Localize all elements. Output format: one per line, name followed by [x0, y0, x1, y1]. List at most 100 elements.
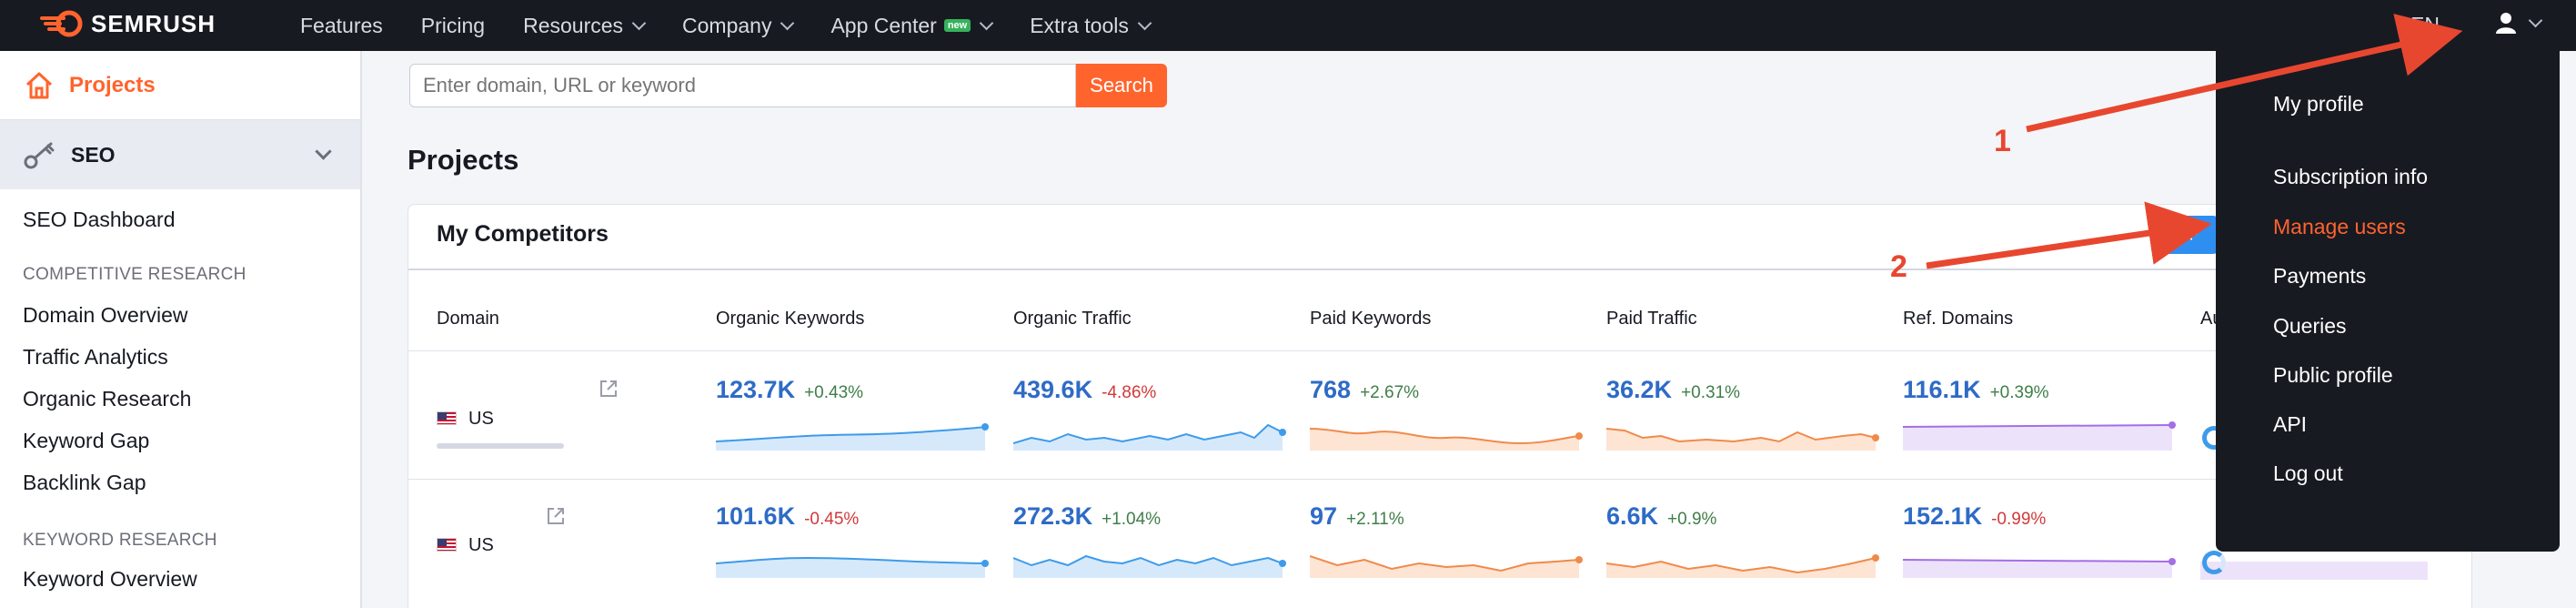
metric-delta: +0.9% [1667, 510, 1717, 529]
annotation-arrow-2 [1926, 201, 2212, 269]
user-dropdown-menu: My profile Subscription info Manage user… [2216, 51, 2560, 552]
menu-item-api[interactable]: API [2273, 412, 2308, 436]
menu-item-payments[interactable]: Payments [2273, 264, 2367, 288]
column-header-organic-keywords[interactable]: Organic Keywords [716, 309, 865, 329]
new-badge: new [943, 19, 971, 32]
sidebar-item-seo-dashboard[interactable]: SEO Dashboard [23, 208, 176, 231]
search-input[interactable] [409, 64, 1076, 107]
nav-company-label: Company [682, 13, 772, 37]
nav-extra-tools-label: Extra tools [1030, 13, 1129, 37]
country-label: US [468, 409, 494, 429]
sidebar-item-domain-overview[interactable]: Domain Overview [23, 303, 188, 327]
menu-item-my-profile[interactable]: My profile [2273, 92, 2364, 116]
sidebar: Projects SEO SEO Dashboard COMPETITIVE R… [0, 51, 362, 608]
paid-traffic-metric[interactable]: 6.6K +0.9% [1606, 502, 1716, 531]
seo-key-icon [24, 142, 55, 169]
menu-item-subscription-info[interactable]: Subscription info [2273, 165, 2429, 188]
nav-pricing-label: Pricing [420, 13, 486, 37]
metric-value: 439.6K [1013, 376, 1093, 403]
sidebar-item-organic-research[interactable]: Organic Research [23, 387, 192, 410]
ref-domains-sparkline [1903, 421, 2176, 451]
sidebar-seo-label: SEO [71, 142, 116, 167]
paid-keywords-metric[interactable]: 97 +2.11% [1310, 502, 1404, 531]
ref-domains-metric[interactable]: 152.1K -0.99% [1903, 502, 2046, 531]
nav-features[interactable]: Features [300, 14, 383, 38]
organic-traffic-metric[interactable]: 439.6K -4.86% [1013, 376, 1156, 404]
metric-delta: +0.31% [1681, 383, 1741, 402]
paid-traffic-metric[interactable]: 36.2K +0.31% [1606, 376, 1740, 404]
organic-traffic-metric[interactable]: 272.3K +1.04% [1013, 502, 1161, 531]
sidebar-item-traffic-analytics[interactable]: Traffic Analytics [23, 345, 168, 369]
sidebar-item-keyword-gap[interactable]: Keyword Gap [23, 429, 150, 452]
metric-delta: +0.43% [804, 383, 864, 402]
ref-domains-metric[interactable]: 116.1K +0.39% [1903, 376, 2049, 404]
metric-value: 116.1K [1903, 376, 1981, 403]
external-link-icon[interactable] [545, 505, 567, 527]
logo-wordmark: SEMRUSH [91, 9, 216, 37]
menu-item-manage-users[interactable]: Manage users [2273, 215, 2406, 238]
metric-delta: +2.67% [1360, 383, 1420, 402]
sidebar-section-keyword: KEYWORD RESEARCH [23, 531, 217, 550]
metric-delta: +1.04% [1102, 510, 1162, 529]
nav-app-center-label: App Center [830, 13, 937, 37]
sidebar-item-backlink-gap[interactable]: Backlink Gap [23, 471, 146, 494]
column-header-organic-traffic[interactable]: Organic Traffic [1013, 309, 1132, 329]
nav-resources-label: Resources [523, 13, 624, 37]
organic-keywords-sparkline [716, 423, 989, 451]
column-header-ref-domains[interactable]: Ref. Domains [1903, 309, 2014, 329]
column-header-domain[interactable]: Domain [437, 309, 499, 329]
organic-keywords-metric[interactable]: 101.6K -0.45% [716, 502, 859, 531]
menu-item-public-profile[interactable]: Public profile [2273, 363, 2393, 387]
external-link-icon[interactable] [598, 378, 619, 400]
menu-item-queries[interactable]: Queries [2273, 314, 2347, 338]
nav-resources[interactable]: Resources [523, 13, 647, 38]
metric-value: 123.7K [716, 376, 796, 403]
sidebar-section-seo[interactable]: SEO [0, 120, 360, 189]
metric-value: 97 [1310, 502, 1338, 530]
top-nav-bar: SEMRUSH Features Pricing Resources Compa… [0, 0, 2576, 51]
organic-keywords-metric[interactable]: 123.7K +0.43% [716, 376, 863, 404]
metric-value: 36.2K [1606, 376, 1673, 403]
metric-value: 6.6K [1606, 502, 1659, 530]
annotation-label-2: 2 [1890, 249, 1907, 284]
column-header-paid-traffic[interactable]: Paid Traffic [1606, 309, 1697, 329]
metric-delta: +0.39% [1989, 383, 2049, 402]
annotation-arrow-1 [2026, 14, 2463, 133]
ref-domains-sparkline [1903, 558, 2176, 578]
column-header-paid-keywords[interactable]: Paid Keywords [1310, 309, 1432, 329]
sidebar-section-competitive: COMPETITIVE RESEARCH [23, 265, 247, 284]
metric-value: 152.1K [1903, 502, 1983, 530]
user-menu-button[interactable] [2494, 11, 2543, 35]
semrush-logo[interactable]: SEMRUSH [40, 9, 216, 38]
row-divider [408, 350, 2471, 351]
paid-keywords-metric[interactable]: 768 +2.67% [1310, 376, 1419, 404]
authority-score-donut [2202, 551, 2226, 574]
search-button[interactable]: Search [1076, 64, 1167, 107]
sidebar-item-keyword-overview[interactable]: Keyword Overview [23, 567, 197, 591]
metric-value: 768 [1310, 376, 1352, 403]
nav-company[interactable]: Company [682, 13, 795, 38]
metric-delta: +2.11% [1346, 510, 1404, 529]
card-title: My Competitors [437, 221, 609, 247]
nav-extra-tools[interactable]: Extra tools [1030, 13, 1152, 38]
organic-keywords-sparkline [716, 556, 989, 578]
nav-features-label: Features [300, 13, 383, 37]
metric-value: 101.6K [716, 502, 796, 530]
nav-pricing[interactable]: Pricing [421, 14, 485, 38]
domain-name-redacted[interactable] [437, 443, 564, 449]
main-content: Search Projects My Competitors + Domain … [364, 51, 2576, 608]
home-icon [25, 72, 53, 98]
metric-delta: -0.45% [804, 510, 860, 529]
nav-app-center[interactable]: App Center new [830, 13, 994, 38]
sidebar-item-projects[interactable]: Projects [0, 51, 360, 120]
main-nav: Features Pricing Resources Company App C… [300, 0, 1188, 51]
metric-delta: -4.86% [1102, 383, 1157, 402]
paid-keywords-sparkline [1310, 555, 1583, 578]
annotation-label-1: 1 [1994, 124, 2011, 158]
organic-traffic-sparkline [1013, 423, 1286, 451]
country-label: US [468, 535, 494, 555]
menu-item-log-out[interactable]: Log out [2273, 461, 2343, 485]
sidebar-item-label: Projects [69, 72, 156, 97]
page-title: Projects [408, 144, 519, 176]
